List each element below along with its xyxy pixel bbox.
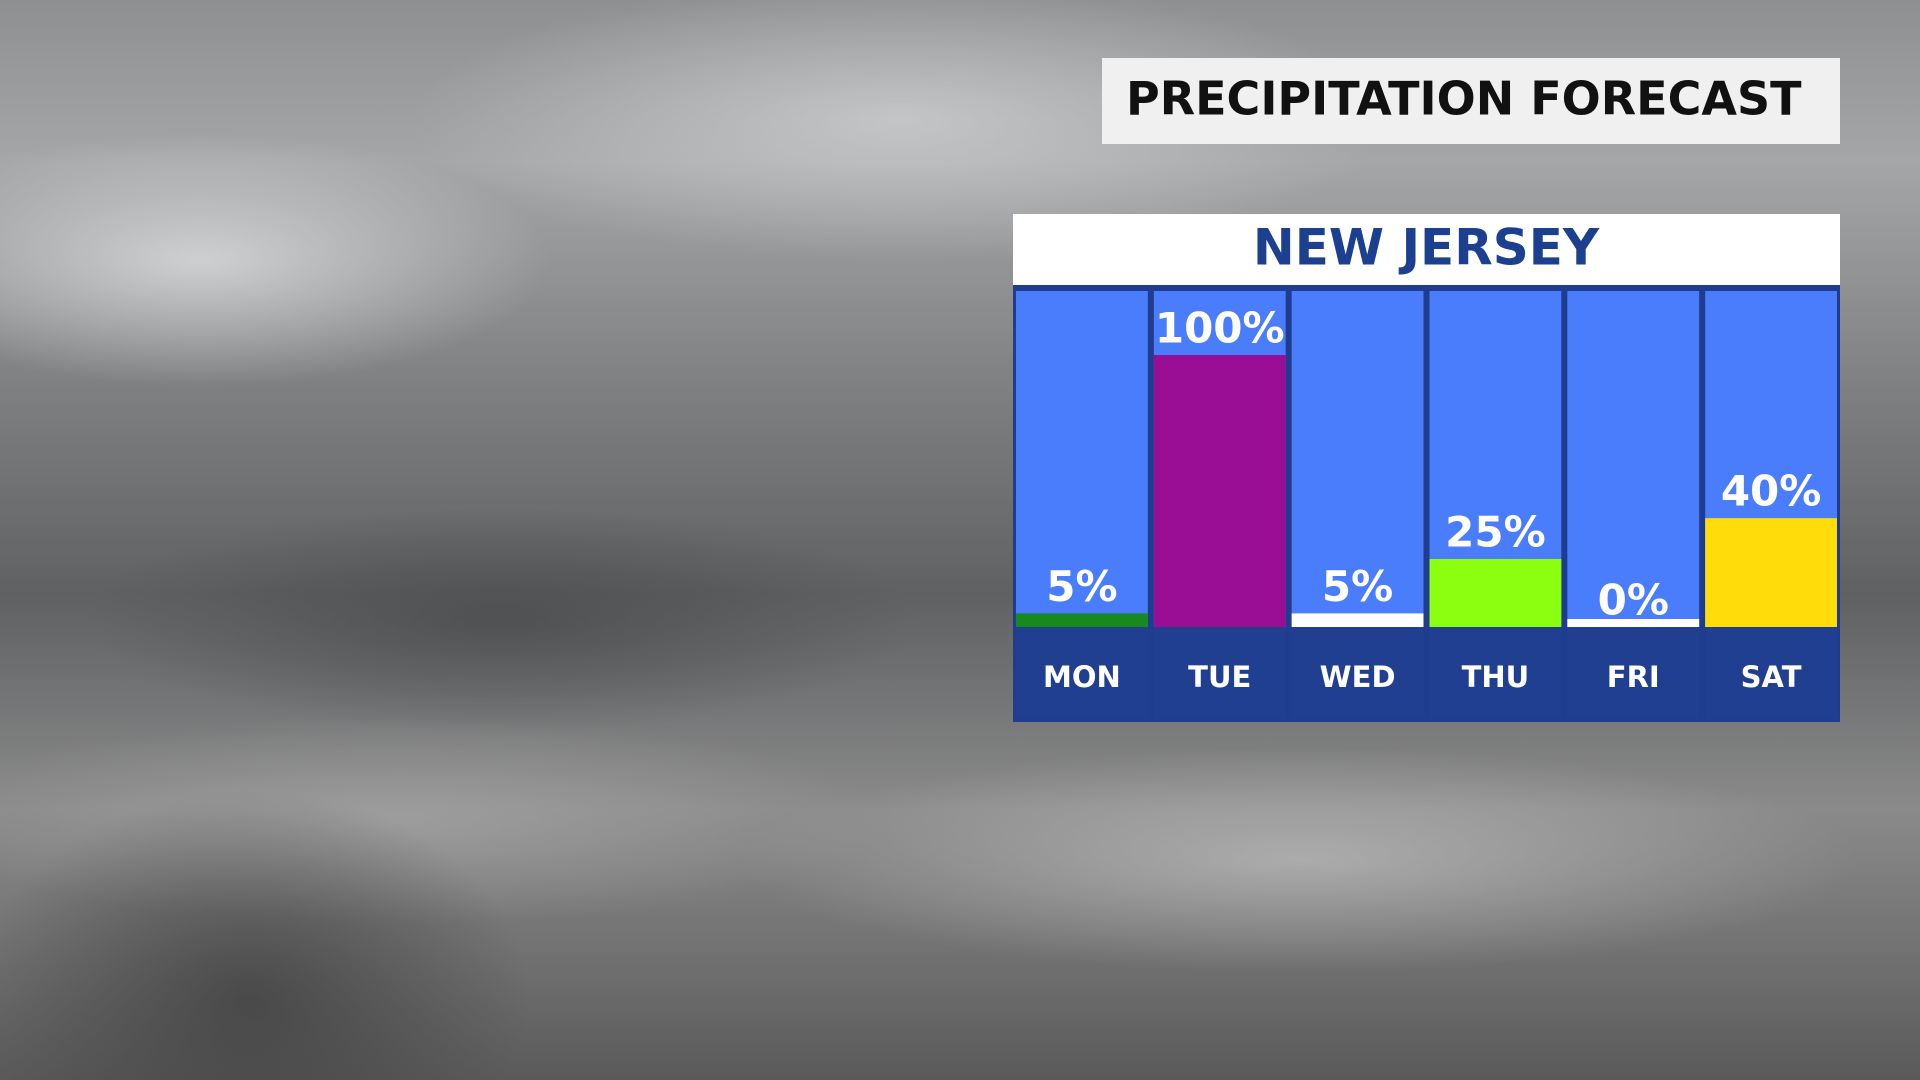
bar xyxy=(1153,355,1286,627)
value-label: 0% xyxy=(1598,576,1669,625)
value-label: 40% xyxy=(1721,467,1822,516)
bar xyxy=(1705,518,1837,627)
day-label-box xyxy=(1153,627,1286,719)
day-label-box xyxy=(1429,627,1562,719)
day-label-box xyxy=(1291,627,1424,719)
x-tick-label: MON xyxy=(1043,660,1121,694)
x-tick-label: TUE xyxy=(1188,660,1251,694)
day-label-box xyxy=(1705,627,1837,719)
chart-title: PRECIPITATION FORECAST xyxy=(1126,72,1802,126)
x-tick-label: SAT xyxy=(1741,660,1802,694)
bar xyxy=(1016,613,1148,627)
header-box xyxy=(1013,214,1840,285)
value-label: 25% xyxy=(1445,508,1546,557)
column-background xyxy=(1291,291,1424,627)
day-label-box xyxy=(1016,627,1148,719)
x-tick-label: WED xyxy=(1320,660,1396,694)
zero-line xyxy=(1567,619,1700,627)
bar xyxy=(1429,559,1562,627)
value-label: 5% xyxy=(1322,562,1393,611)
panel xyxy=(1013,285,1840,722)
column-background xyxy=(1016,291,1148,627)
value-label: 5% xyxy=(1046,562,1117,611)
value-label: 100% xyxy=(1155,304,1285,353)
x-tick-label: FRI xyxy=(1607,660,1660,694)
day-label-box xyxy=(1567,627,1700,719)
title-box xyxy=(1102,58,1840,144)
bar xyxy=(1291,613,1424,627)
column-background xyxy=(1567,291,1700,627)
x-tick-label: THU xyxy=(1462,660,1530,694)
chart-subtitle: NEW JERSEY xyxy=(1253,219,1600,277)
